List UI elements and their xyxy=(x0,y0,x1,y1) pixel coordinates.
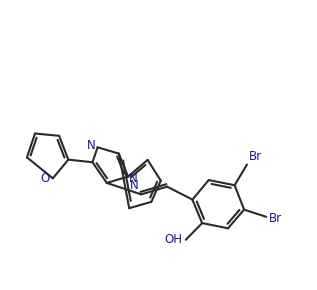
Text: Br: Br xyxy=(249,150,262,163)
Text: Br: Br xyxy=(269,212,282,225)
Text: N: N xyxy=(129,171,138,184)
Text: N: N xyxy=(130,179,139,191)
Text: O: O xyxy=(40,172,49,185)
Text: OH: OH xyxy=(164,233,182,246)
Text: N: N xyxy=(87,139,96,152)
